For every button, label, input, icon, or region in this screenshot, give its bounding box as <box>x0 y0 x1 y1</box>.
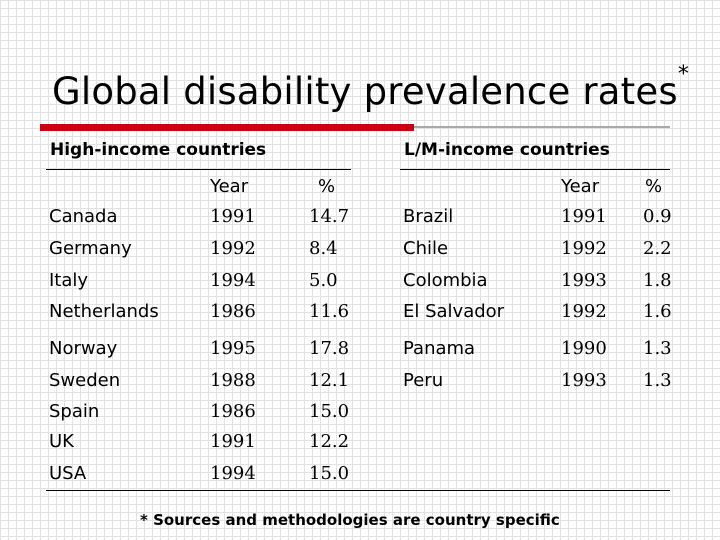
high-income-percent-cell: 14.7 <box>309 206 350 227</box>
low-income-heading: L/M-income countries <box>404 140 610 160</box>
high-income-country-cell: Sweden <box>49 370 121 391</box>
table-bottom-rule <box>46 490 670 491</box>
high-income-country-cell: Spain <box>49 401 100 422</box>
low-income-country-cell: Peru <box>403 370 444 391</box>
high-income-year-cell: 1992 <box>210 238 256 259</box>
high-income-percent-cell: 8.4 <box>309 238 338 259</box>
high-income-year-cell: 1986 <box>210 301 256 322</box>
high-income-year-cell: 1994 <box>210 463 256 484</box>
low-income-year-cell: 1991 <box>561 206 607 227</box>
high-income-country-cell: Germany <box>49 238 132 259</box>
high-income-year-cell: 1991 <box>210 431 256 452</box>
low-income-year-header: Year <box>561 176 600 197</box>
low-income-percent-cell: 1.3 <box>643 370 672 391</box>
high-income-percent-cell: 12.1 <box>309 370 350 391</box>
high-income-country-cell: Italy <box>49 270 89 291</box>
high-income-year-cell: 1995 <box>210 338 256 359</box>
high-income-header-rule <box>46 169 351 170</box>
title-divider-line <box>414 126 670 128</box>
low-income-percent-cell: 1.6 <box>643 301 672 322</box>
low-income-percent-cell: 0.9 <box>643 206 672 227</box>
low-income-country-cell: El Salvador <box>403 301 505 322</box>
low-income-country-cell: Chile <box>403 238 449 259</box>
low-income-percent-cell: 1.8 <box>643 270 672 291</box>
high-income-heading: High-income countries <box>50 140 267 160</box>
high-income-percent-cell: 17.8 <box>309 338 350 359</box>
low-income-year-cell: 1993 <box>561 370 607 391</box>
low-income-year-cell: 1993 <box>561 270 607 291</box>
low-income-year-cell: 1992 <box>561 238 607 259</box>
low-income-percent-cell: 1.3 <box>643 338 672 359</box>
low-income-percent-header: % <box>645 176 663 197</box>
title-footnote-mark: * <box>677 62 690 87</box>
high-income-percent-cell: 15.0 <box>309 401 350 422</box>
low-income-country-cell: Brazil <box>403 206 454 227</box>
title-divider-accent <box>40 124 414 131</box>
title-text: Global disability prevalence rates <box>52 70 678 113</box>
high-income-country-cell: Canada <box>49 206 118 227</box>
low-income-country-cell: Panama <box>403 338 476 359</box>
high-income-country-cell: UK <box>49 431 74 452</box>
low-income-percent-cell: 2.2 <box>643 238 672 259</box>
high-income-year-header: Year <box>210 176 249 197</box>
high-income-percent-cell: 12.2 <box>309 431 350 452</box>
slide-title: Global disability prevalence rates* <box>52 62 689 113</box>
low-income-year-cell: 1990 <box>561 338 607 359</box>
footnote: * Sources and methodologies are country … <box>140 511 560 529</box>
high-income-percent-cell: 15.0 <box>309 463 350 484</box>
high-income-country-cell: Norway <box>49 338 118 359</box>
high-income-country-cell: Netherlands <box>49 301 159 322</box>
high-income-year-cell: 1986 <box>210 401 256 422</box>
low-income-header-rule <box>400 169 670 170</box>
high-income-country-cell: USA <box>49 463 87 484</box>
low-income-year-cell: 1992 <box>561 301 607 322</box>
high-income-percent-cell: 11.6 <box>309 301 350 322</box>
high-income-percent-cell: 5.0 <box>309 270 338 291</box>
low-income-country-cell: Colombia <box>403 270 488 291</box>
high-income-year-cell: 1994 <box>210 270 256 291</box>
high-income-percent-header: % <box>318 176 336 197</box>
high-income-year-cell: 1988 <box>210 370 256 391</box>
high-income-year-cell: 1991 <box>210 206 256 227</box>
